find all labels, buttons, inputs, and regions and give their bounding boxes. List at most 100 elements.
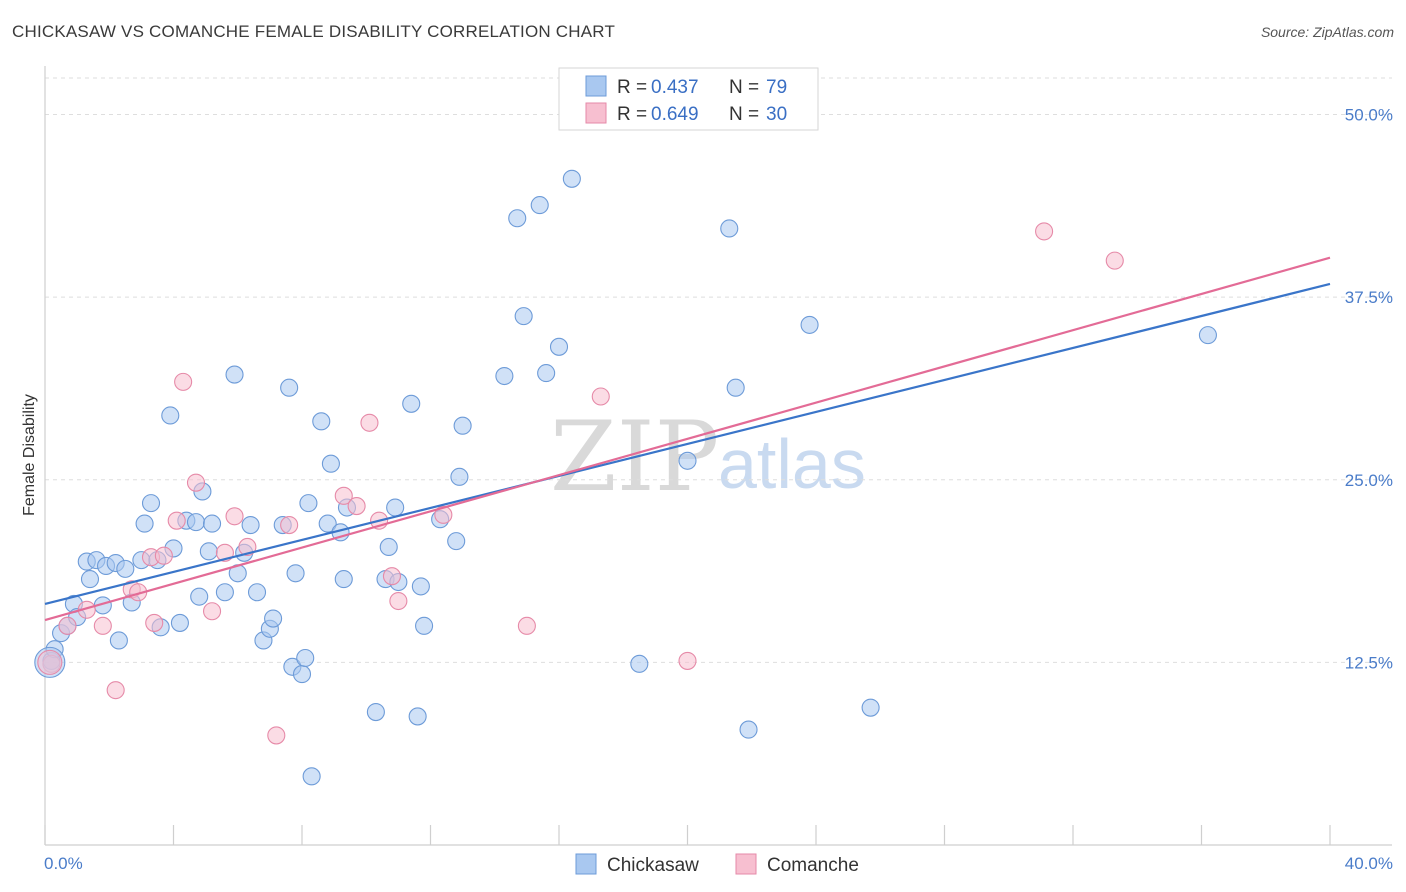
legend-r-label-2: R = bbox=[617, 104, 647, 125]
point-chickasaw-45 bbox=[312, 412, 331, 431]
point-chickasaw-12 bbox=[109, 631, 128, 650]
point-comanche-19 bbox=[334, 486, 353, 505]
point-comanche-30 bbox=[1105, 251, 1124, 270]
point-chickasaw-72 bbox=[630, 654, 649, 673]
point-chickasaw-63 bbox=[450, 467, 469, 486]
point-chickasaw-22 bbox=[170, 613, 189, 632]
point-chickasaw-13 bbox=[116, 559, 135, 578]
point-comanche-18 bbox=[280, 516, 299, 535]
point-comanche-24 bbox=[389, 591, 408, 611]
point-comanche-16 bbox=[238, 537, 257, 557]
point-chickasaw-77 bbox=[800, 315, 819, 334]
trend-line-chickasaw bbox=[44, 282, 1331, 606]
point-comanche-15 bbox=[225, 507, 244, 526]
point-chickasaw-79 bbox=[1198, 326, 1217, 345]
point-chickasaw-28 bbox=[203, 514, 222, 533]
point-chickasaw-62 bbox=[447, 532, 466, 551]
point-chickasaw-29 bbox=[215, 583, 234, 602]
point-chickasaw-46 bbox=[318, 514, 337, 533]
legend-n-label-1: N = bbox=[729, 77, 759, 98]
point-chickasaw-60 bbox=[415, 616, 434, 635]
axes bbox=[44, 66, 1392, 846]
point-chickasaw-59 bbox=[411, 577, 430, 596]
y-axis-title: Female Disability bbox=[21, 394, 38, 516]
point-chickasaw-73 bbox=[678, 451, 697, 470]
point-chickasaw-25 bbox=[190, 587, 209, 606]
point-chickasaw-34 bbox=[247, 583, 267, 602]
point-comanche-28 bbox=[678, 651, 697, 670]
point-chickasaw-47 bbox=[334, 570, 353, 589]
point-chickasaw-27 bbox=[199, 542, 218, 561]
y-tick-label-1: 25.0% bbox=[1345, 471, 1393, 490]
point-chickasaw-67 bbox=[514, 307, 533, 326]
point-chickasaw-43 bbox=[296, 648, 315, 668]
point-comanche-25 bbox=[434, 505, 453, 524]
point-chickasaw-24 bbox=[186, 513, 206, 532]
cluster-comanche bbox=[37, 649, 63, 675]
point-chickasaw-41 bbox=[286, 564, 305, 583]
bottom-legend-swatch-comanche bbox=[735, 853, 757, 875]
point-comanche-9 bbox=[154, 546, 173, 565]
point-comanche-21 bbox=[360, 413, 379, 432]
point-comanche-13 bbox=[203, 602, 222, 621]
source-credit: Source: ZipAtlas.com bbox=[1260, 24, 1394, 40]
point-chickasaw-68 bbox=[530, 196, 549, 215]
legend-n-value-1: 79 bbox=[766, 77, 787, 98]
point-chickasaw-75 bbox=[726, 378, 745, 397]
point-comanche-20 bbox=[347, 497, 366, 516]
point-chickasaw-70 bbox=[549, 337, 569, 356]
y-tick-label-2: 37.5% bbox=[1345, 288, 1393, 307]
point-comanche-4 bbox=[106, 681, 125, 700]
y-tick-labels: 12.5% 25.0% 37.5% 50.0% bbox=[1345, 106, 1393, 673]
point-comanche-23 bbox=[382, 567, 402, 586]
x-tick-label-min: 0.0% bbox=[44, 854, 83, 873]
point-chickasaw-7 bbox=[80, 570, 100, 589]
x-tick-label-max: 40.0% bbox=[1345, 854, 1393, 873]
point-chickasaw-54 bbox=[379, 537, 398, 557]
point-comanche-3 bbox=[93, 616, 112, 635]
legend-n-label-2: N = bbox=[729, 104, 759, 125]
point-chickasaw-66 bbox=[508, 209, 527, 228]
legend-n-value-2: 30 bbox=[766, 104, 787, 125]
legend-r-value-1: 0.437 bbox=[651, 77, 699, 98]
data-points bbox=[34, 169, 1217, 786]
watermark-atlas: atlas bbox=[718, 425, 866, 503]
point-chickasaw-78 bbox=[861, 698, 880, 717]
legend-swatch-comanche bbox=[585, 102, 607, 124]
point-comanche-27 bbox=[591, 387, 610, 406]
point-chickasaw-42 bbox=[292, 665, 312, 684]
point-chickasaw-44 bbox=[302, 767, 321, 786]
point-comanche-12 bbox=[186, 473, 206, 492]
bottom-legend-label-comanche: Comanche bbox=[767, 855, 859, 876]
point-chickasaw-57 bbox=[402, 394, 421, 413]
x-tick-labels: 0.0% 40.0% bbox=[44, 854, 1393, 873]
point-comanche-10 bbox=[167, 511, 186, 530]
bottom-legend-label-chickasaw: Chickasaw bbox=[607, 855, 699, 876]
point-chickasaw-58 bbox=[408, 707, 427, 726]
point-chickasaw-49 bbox=[321, 454, 340, 473]
point-chickasaw-17 bbox=[141, 494, 161, 513]
point-chickasaw-65 bbox=[495, 366, 514, 386]
point-comanche-29 bbox=[1035, 222, 1054, 241]
point-chickasaw-37 bbox=[264, 609, 283, 628]
point-chickasaw-69 bbox=[537, 364, 556, 383]
point-chickasaw-52 bbox=[366, 703, 385, 722]
point-chickasaw-16 bbox=[135, 514, 154, 533]
bottom-legend-swatch-chickasaw bbox=[575, 853, 597, 875]
y-tick-label-0: 12.5% bbox=[1345, 653, 1393, 672]
grid-lines bbox=[45, 77, 1392, 663]
point-chickasaw-76 bbox=[739, 720, 758, 739]
point-comanche-1 bbox=[58, 616, 77, 635]
point-chickasaw-20 bbox=[161, 406, 180, 425]
point-chickasaw-74 bbox=[720, 219, 739, 238]
point-chickasaw-39 bbox=[280, 378, 299, 397]
point-comanche-8 bbox=[145, 613, 164, 632]
watermark: ZIP atlas bbox=[550, 401, 866, 513]
correlation-legend: R = 0.437 N = 79 R = 0.649 N = 30 bbox=[558, 67, 819, 131]
legend-r-value-2: 0.649 bbox=[651, 104, 699, 125]
point-chickasaw-64 bbox=[453, 416, 472, 435]
y-tick-label-3: 50.0% bbox=[1345, 106, 1393, 125]
point-chickasaw-71 bbox=[562, 169, 581, 188]
point-comanche-26 bbox=[517, 616, 536, 635]
